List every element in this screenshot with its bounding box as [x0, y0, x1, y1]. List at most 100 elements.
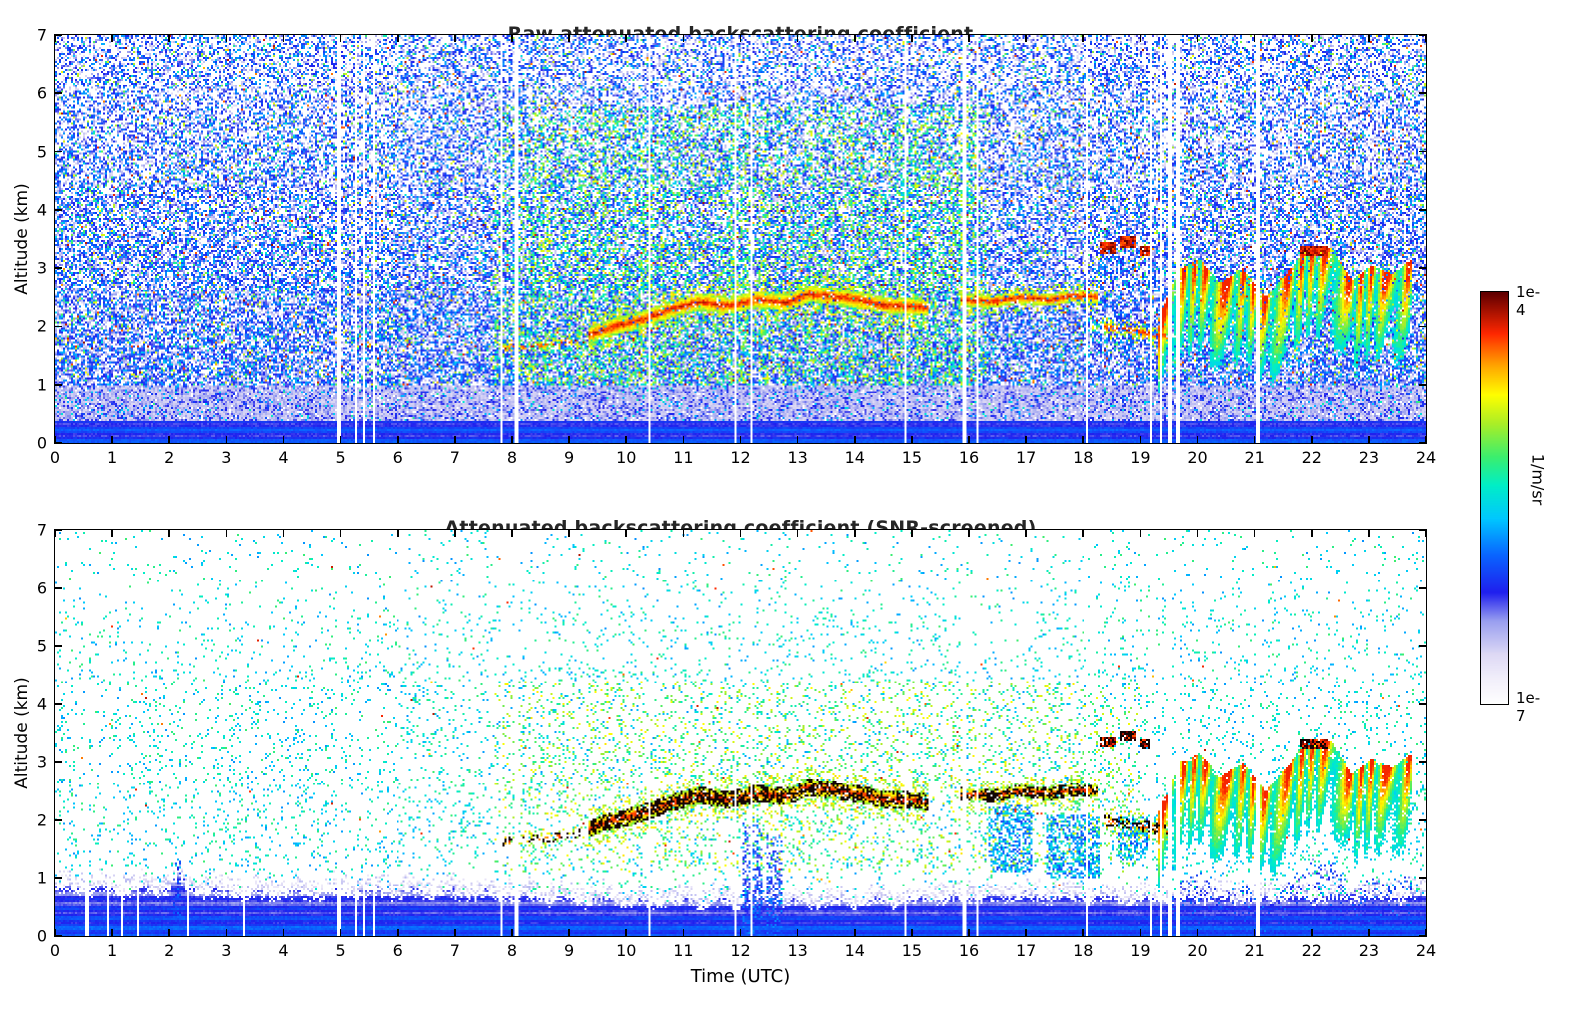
y-tick-label: 1	[36, 868, 47, 888]
x-axis-label: Time (UTC)	[690, 966, 791, 987]
y-tick-mark	[55, 150, 62, 153]
x-tick-mark	[1425, 35, 1427, 42]
x-tick-label: 0	[49, 448, 61, 467]
x-tick-mark	[339, 530, 342, 537]
x-tick-label: 4	[278, 448, 289, 467]
y-tick-mark	[55, 209, 62, 211]
x-tick-label: 21	[1244, 941, 1265, 960]
x-tick-mark	[625, 530, 628, 537]
x-tick-label: 9	[564, 448, 575, 467]
screened-heatmap-canvas	[55, 530, 1426, 936]
y-tick-mark	[1419, 761, 1426, 763]
x-tick-mark	[1082, 35, 1085, 42]
y-tick-mark	[1419, 877, 1426, 879]
x-tick-mark	[396, 436, 399, 443]
x-tick-mark	[225, 530, 228, 537]
x-tick-mark	[1425, 436, 1427, 443]
x-tick-mark	[511, 929, 513, 936]
x-tick-mark	[454, 929, 456, 936]
x-tick-mark	[1025, 530, 1027, 537]
x-tick-mark	[54, 929, 56, 936]
x-tick-mark	[568, 436, 570, 443]
x-tick-mark	[796, 35, 799, 42]
y-tick-mark	[55, 877, 62, 879]
y-tick-label: 3	[36, 258, 47, 278]
x-tick-mark	[1253, 530, 1256, 537]
x-tick-label: 20	[1187, 941, 1208, 960]
x-tick-mark	[1139, 929, 1142, 936]
x-tick-mark	[1139, 35, 1142, 42]
x-tick-label: 19	[1130, 941, 1151, 960]
y-tick-mark	[1419, 935, 1426, 937]
y-tick-mark	[1419, 703, 1426, 705]
x-tick-label: 2	[164, 448, 175, 467]
x-tick-mark	[1310, 436, 1313, 443]
x-tick-mark	[968, 530, 970, 537]
y-tick-mark	[55, 34, 62, 36]
x-tick-mark	[1196, 929, 1199, 936]
x-tick-mark	[1310, 35, 1313, 42]
x-tick-mark	[739, 436, 742, 443]
y-tick-label: 6	[36, 578, 47, 598]
x-tick-mark	[1139, 436, 1142, 443]
x-tick-mark	[454, 35, 456, 42]
x-tick-mark	[968, 929, 970, 936]
y-tick-mark	[1419, 645, 1426, 647]
x-tick-label: 9	[564, 941, 575, 960]
x-tick-label: 0	[49, 941, 61, 960]
y-tick-mark	[55, 703, 62, 705]
y-tick-mark	[55, 645, 62, 647]
x-tick-mark	[568, 530, 570, 537]
x-tick-mark	[1025, 35, 1027, 42]
x-tick-label: 7	[449, 448, 460, 467]
x-tick-mark	[54, 436, 56, 443]
x-tick-mark	[282, 436, 285, 443]
y-tick-mark	[1419, 383, 1426, 386]
y-tick-mark	[1419, 267, 1426, 269]
x-tick-label: 6	[392, 448, 403, 467]
x-tick-mark	[1196, 35, 1199, 42]
x-tick-mark	[739, 530, 742, 537]
x-tick-mark	[339, 35, 342, 42]
x-tick-mark	[796, 929, 799, 936]
x-tick-mark	[1196, 436, 1199, 443]
x-tick-mark	[1368, 530, 1370, 537]
x-tick-label: 5	[335, 448, 346, 467]
x-tick-mark	[111, 530, 113, 537]
x-tick-mark	[1253, 929, 1256, 936]
x-tick-label: 4	[278, 941, 289, 960]
y-tick-mark	[55, 819, 62, 821]
colorbar-min-label: 1e-7	[1516, 689, 1541, 725]
y-tick-mark	[55, 92, 62, 95]
x-tick-mark	[168, 530, 171, 537]
y-tick-mark	[55, 761, 62, 763]
x-tick-mark	[1025, 436, 1027, 443]
x-tick-mark	[682, 35, 685, 42]
x-tick-label: 12	[730, 448, 751, 467]
y-tick-label: 0	[36, 926, 47, 946]
y-tick-label: 0	[36, 433, 47, 453]
x-tick-mark	[1310, 530, 1313, 537]
x-tick-mark	[625, 436, 628, 443]
y-tick-label: 3	[36, 752, 47, 772]
y-tick-mark	[1419, 325, 1426, 328]
x-tick-label: 18	[1073, 941, 1094, 960]
colorbar: 1e-4 1e-7 1/m/sr	[1480, 283, 1548, 725]
x-tick-mark	[682, 436, 685, 443]
x-tick-mark	[1425, 929, 1427, 936]
panel-raw-y-axis-label: Altitude (km)	[12, 183, 32, 295]
x-tick-mark	[911, 530, 913, 537]
x-tick-label: 17	[1015, 941, 1037, 960]
x-tick-label: 22	[1301, 448, 1322, 467]
y-tick-mark	[55, 325, 62, 328]
y-tick-mark	[1419, 442, 1426, 444]
x-tick-mark	[853, 929, 856, 936]
x-tick-label: 1	[107, 448, 118, 467]
x-tick-mark	[1082, 436, 1085, 443]
x-tick-label: 17	[1015, 448, 1037, 467]
panel-screened-axes: 0 1 2 3 4 5 6 7 8 9 10 11 12 13 14 15 16 17 18 19 20 21 22 23 24…	[37, 521, 1436, 961]
x-tick-mark	[54, 35, 56, 42]
x-tick-mark	[853, 436, 856, 443]
x-tick-label: 11	[673, 448, 694, 467]
x-tick-label: 13	[787, 448, 808, 467]
